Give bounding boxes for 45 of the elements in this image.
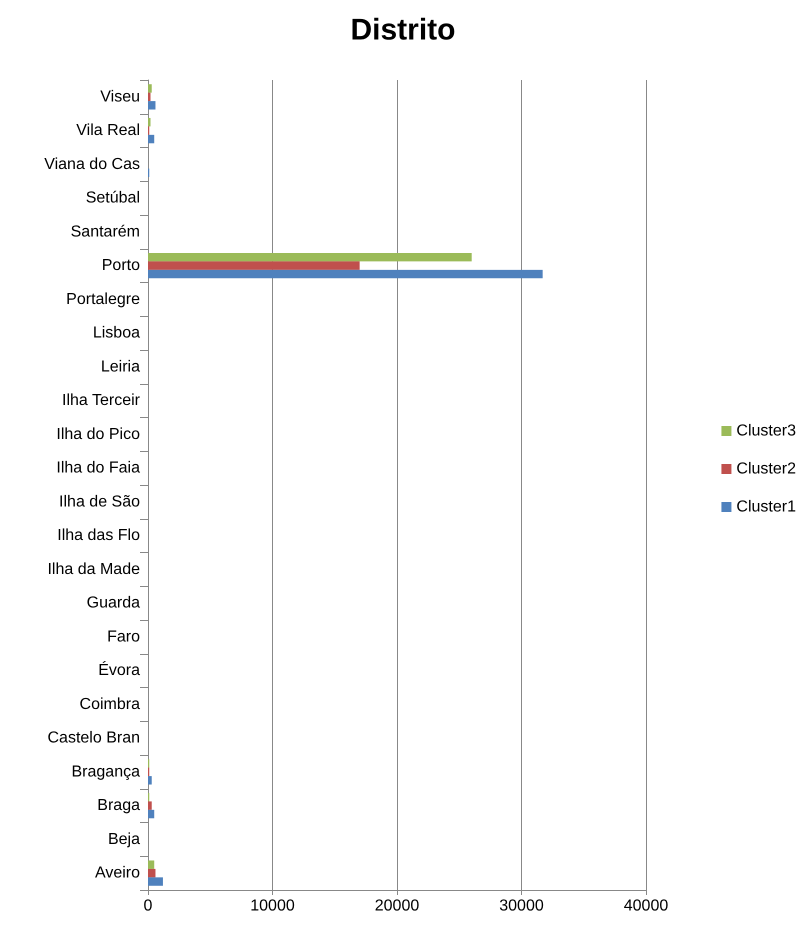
bar <box>148 252 472 262</box>
y-tick-label: Porto <box>102 257 140 274</box>
bar <box>148 801 152 810</box>
bar <box>148 810 154 818</box>
y-tick-label: Coimbra <box>80 696 140 713</box>
y-tick-label: Ilha do Faia <box>56 460 140 477</box>
y-tick-label: Santarém <box>70 223 140 240</box>
x-tick-label: 20000 <box>374 898 420 914</box>
legend-label: Cluster2 <box>736 460 796 478</box>
y-tick-label: Ilha Terceir <box>62 392 141 410</box>
y-tick-label: Beja <box>108 830 140 848</box>
bar <box>148 877 163 886</box>
y-tick-label: Lisboa <box>92 324 140 342</box>
y-tick-label: Vila Real <box>76 122 140 140</box>
y-tick-label: Viseu <box>100 88 140 106</box>
y-tick-label: Ilha de São <box>59 493 140 510</box>
y-tick-label: Ilha das Flo <box>57 527 140 544</box>
x-tick-label: 30000 <box>499 898 544 914</box>
y-tick-label: Bragança <box>72 763 140 780</box>
bar <box>148 101 156 110</box>
x-tick-label: 40000 <box>624 898 668 914</box>
bar <box>148 860 154 869</box>
bar <box>148 261 360 270</box>
bar <box>148 134 154 144</box>
bar <box>148 84 152 93</box>
legend-label: Cluster3 <box>736 422 796 440</box>
x-tick-label: 10000 <box>250 898 295 914</box>
legend-label: Cluster1 <box>736 498 796 516</box>
y-tick-label: Viana do Cas <box>44 156 140 173</box>
bar <box>148 868 156 878</box>
y-tick-label: Portalegre <box>66 290 140 308</box>
y-tick-label: Leiria <box>100 358 140 376</box>
y-tick-label: Castelo Bran <box>48 730 140 747</box>
y-tick-label: Setúbal <box>86 190 140 207</box>
chart-title: Distrito <box>350 14 456 46</box>
y-tick-label: Ilha do Pico <box>56 426 140 443</box>
y-tick-label: Ilha da Made <box>47 560 140 578</box>
bar <box>148 776 152 785</box>
y-tick-label: Évora <box>98 661 140 680</box>
y-tick-label: Faro <box>107 628 140 646</box>
bar <box>148 270 543 278</box>
y-tick-label: Braga <box>97 797 140 814</box>
x-tick-label: 0 <box>144 898 153 914</box>
y-tick-label: Aveiro <box>94 864 140 882</box>
y-tick-label: Guarda <box>86 594 140 612</box>
